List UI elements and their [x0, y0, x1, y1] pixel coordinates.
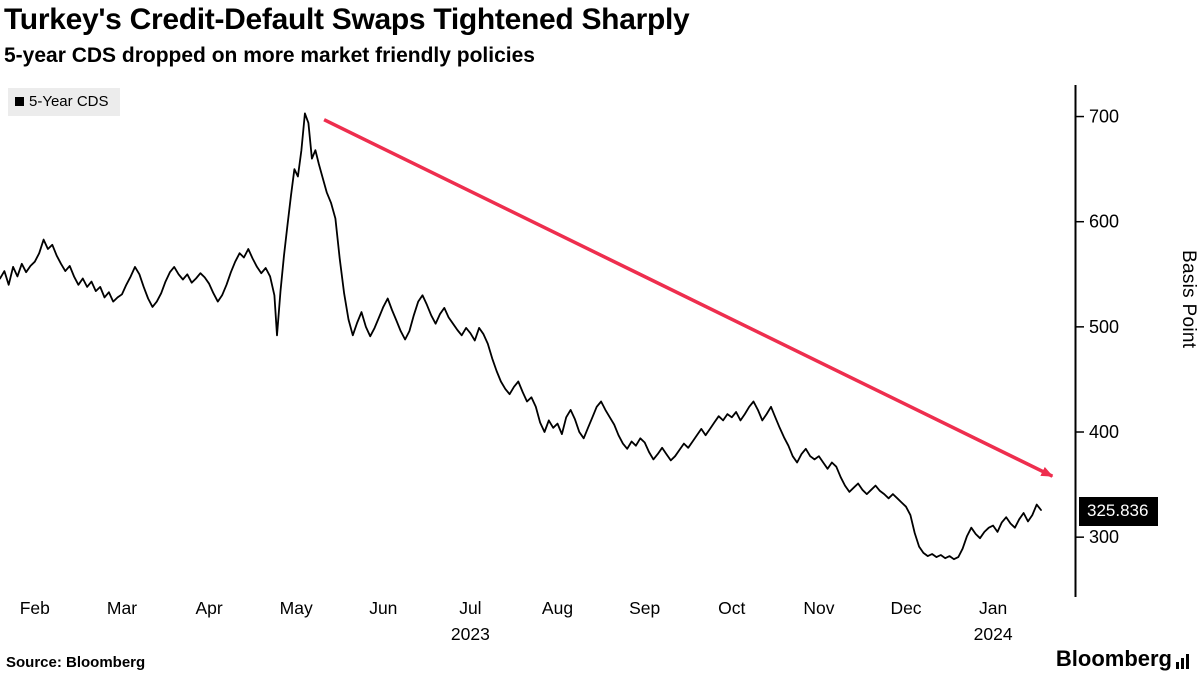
- y-tick-label: 500: [1089, 317, 1119, 337]
- x-tick-year-label: 2024: [974, 624, 1013, 644]
- x-tick-label: Dec: [890, 598, 921, 618]
- y-tick-label: 300: [1089, 527, 1119, 547]
- x-tick-label: Mar: [107, 598, 137, 618]
- x-tick-label: Apr: [195, 598, 222, 618]
- chart-legend: 5-Year CDS: [8, 88, 121, 116]
- y-tick-label: 600: [1089, 212, 1119, 232]
- series-swatch-icon: [15, 97, 24, 106]
- x-tick-label: Jun: [369, 598, 397, 618]
- x-tick-label: Oct: [718, 598, 745, 618]
- y-tick-label: 700: [1089, 107, 1119, 127]
- legend-label: 5-Year CDS: [29, 93, 109, 110]
- x-tick-label: Nov: [803, 598, 834, 618]
- cds-series-line: [0, 112, 1042, 561]
- x-tick-label: May: [280, 598, 313, 618]
- bloomberg-logo-text: Bloomberg: [1055, 646, 1172, 671]
- page-subtitle: 5-year CDS dropped on more market friend…: [4, 44, 535, 67]
- x-tick-label: Jul: [459, 598, 481, 618]
- cds-line-chart: 300 400 500 600 700 Feb Mar Apr May Jun Jul 2023 Aug…: [0, 85, 1119, 644]
- bloomberg-chart-icon: [1176, 654, 1189, 669]
- y-tick-label: 400: [1089, 422, 1119, 442]
- x-tick-label: Aug: [542, 598, 573, 618]
- trend-annotation-arrow: [323, 118, 1054, 478]
- y-axis-title: Basis Point: [1178, 250, 1199, 349]
- bloomberg-logo: Bloomberg: [1056, 646, 1190, 672]
- x-tick-label: Feb: [20, 598, 50, 618]
- page-title: Turkey's Credit-Default Swaps Tightened …: [4, 3, 690, 36]
- x-tick-label: Jan: [979, 598, 1007, 618]
- source-note: Source: Bloomberg: [6, 654, 146, 671]
- last-value-badge: 325.836: [1079, 496, 1159, 526]
- x-tick-label: Sep: [629, 598, 660, 618]
- x-tick-year-label: 2023: [451, 624, 490, 644]
